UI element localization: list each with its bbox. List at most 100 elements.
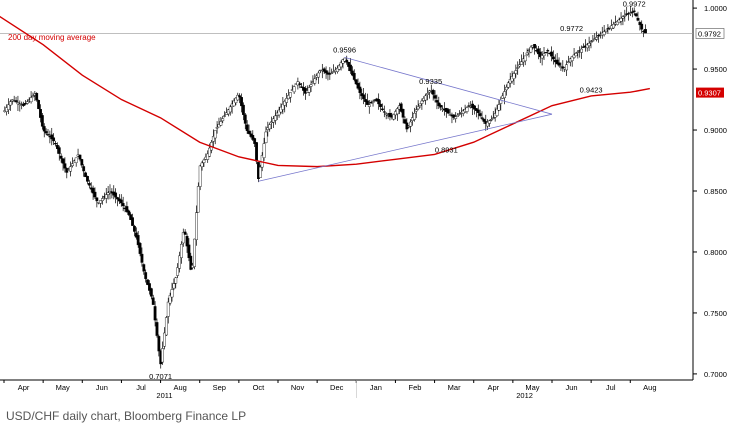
- candle-body: [10, 99, 14, 102]
- candle-body: [46, 134, 50, 136]
- candle-body: [9, 101, 12, 106]
- candle-body: [42, 126, 46, 132]
- candle-body: [298, 83, 302, 85]
- candle-body: [16, 102, 20, 105]
- candle-body: [644, 29, 647, 34]
- candle-body: [431, 89, 435, 95]
- candle-body: [313, 78, 317, 84]
- x-tick-label: Oct: [253, 383, 266, 392]
- x-tick-label: Jun: [566, 383, 578, 392]
- candle-body: [582, 46, 585, 48]
- candle-body: [343, 57, 347, 62]
- candle-body: [121, 203, 125, 207]
- candle-body: [131, 217, 134, 226]
- candle-body: [157, 336, 161, 352]
- candle-body: [418, 103, 422, 106]
- candle-body: [604, 29, 608, 32]
- candle-body: [264, 131, 268, 143]
- candle-body: [101, 198, 104, 201]
- candle-body: [74, 157, 78, 163]
- trendline: [258, 113, 553, 182]
- candle-body: [567, 61, 570, 63]
- candle-body: [292, 86, 296, 93]
- candle-body: [403, 119, 407, 124]
- candle-body: [490, 119, 493, 121]
- candle-body: [228, 106, 232, 113]
- candle-body: [401, 108, 405, 118]
- candle-body: [140, 253, 144, 263]
- candle-body: [133, 225, 136, 232]
- candle-body: [597, 35, 600, 37]
- candle-body: [179, 243, 183, 258]
- candle-body: [552, 56, 555, 60]
- candle-body: [589, 41, 593, 43]
- candle-body: [25, 101, 29, 104]
- candle-body: [277, 109, 281, 116]
- candle-body: [520, 61, 523, 65]
- candle-body: [574, 53, 578, 57]
- price-annotation: 0.9972: [623, 0, 646, 9]
- candle-body: [198, 165, 202, 187]
- candle-body: [324, 70, 328, 74]
- candle-body: [24, 103, 27, 105]
- candle-body: [196, 186, 200, 213]
- candle-body: [129, 214, 133, 220]
- candle-body: [95, 197, 99, 202]
- candle-body: [362, 94, 366, 100]
- candle-body: [142, 264, 146, 272]
- candle-body: [213, 130, 217, 139]
- x-tick-label: Nov: [291, 383, 305, 392]
- x-tick-label: Apr: [18, 383, 30, 392]
- candle-body: [18, 103, 22, 105]
- candle-body: [467, 105, 471, 107]
- candle-body: [283, 101, 287, 106]
- candle-body: [369, 102, 373, 104]
- candle-body: [245, 124, 249, 131]
- candle-body: [273, 115, 277, 121]
- candle-body: [144, 272, 148, 279]
- y-tick-label: 0.8500: [704, 187, 727, 196]
- candle-body: [57, 147, 61, 154]
- candle-body: [39, 109, 42, 118]
- x-tick-label: Jul: [136, 383, 146, 392]
- candle-body: [636, 17, 640, 21]
- candle-body: [347, 62, 351, 67]
- candle-body: [538, 51, 542, 58]
- y-tick-label: 0.9500: [704, 65, 727, 74]
- candle-body: [407, 126, 411, 128]
- candle-body: [116, 197, 119, 200]
- candle-body: [31, 95, 35, 97]
- candle-body: [476, 109, 480, 113]
- candle-body: [243, 114, 247, 124]
- candle-body: [104, 194, 108, 199]
- candle-body: [405, 122, 409, 130]
- candle-body: [533, 44, 537, 49]
- candle-body: [149, 288, 153, 297]
- candle-body: [61, 158, 65, 164]
- candle-body: [595, 37, 599, 40]
- candle-body: [565, 64, 568, 71]
- candle-body: [63, 163, 67, 169]
- candle-body: [322, 68, 326, 72]
- candle-body: [433, 95, 437, 99]
- candle-body: [621, 16, 625, 19]
- candle-body: [619, 18, 623, 22]
- candle-body: [435, 100, 439, 103]
- candle-body: [341, 59, 345, 64]
- candle-body: [189, 255, 193, 270]
- year-label: 2012: [516, 391, 533, 400]
- year-label: 2011: [156, 391, 172, 400]
- ma-last-label: 0.9307: [698, 89, 721, 98]
- candle-body: [518, 64, 521, 67]
- candle-body: [454, 116, 458, 119]
- candle-body: [54, 143, 57, 145]
- ma-200-line: [0, 15, 650, 168]
- candle-body: [629, 12, 632, 14]
- candle-body: [606, 28, 610, 30]
- candle-body: [91, 187, 95, 194]
- candle-body: [55, 145, 59, 149]
- candle-body: [78, 154, 82, 160]
- candle-body: [71, 163, 74, 167]
- candle-body: [87, 183, 91, 186]
- candle-body: [151, 297, 155, 305]
